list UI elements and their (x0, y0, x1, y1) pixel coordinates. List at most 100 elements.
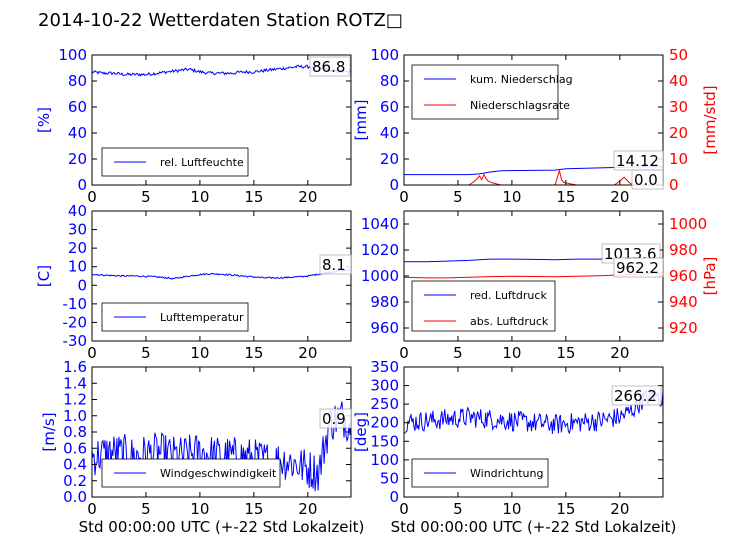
x-tick-label: 0 (399, 344, 409, 362)
y-tick-label: 1.6 (63, 358, 87, 376)
chart-panel-5: 0 5 10 15 20 0.00.20.40.60.81.01.21.41.6 [m/s]… (40, 358, 364, 536)
x-tick-label: 20 (610, 188, 629, 206)
y2-tick-label: 20 (669, 124, 688, 142)
y-tick-label: 80 (380, 72, 399, 90)
x-tick-label: 15 (244, 188, 263, 206)
y-tick-label: 0.8 (63, 423, 87, 441)
y2-tick-label: 10 (669, 150, 688, 168)
series-line-1 (92, 64, 351, 77)
x-tick-label: 5 (141, 188, 151, 206)
x-tick-label: 0 (87, 344, 97, 362)
y-tick-label: 0 (77, 276, 87, 294)
x-tick-label: 20 (298, 344, 317, 362)
plot-frame (91, 54, 352, 186)
x-tick-label: 10 (502, 344, 521, 362)
legend-entry: red. Luftdruck (470, 289, 547, 302)
series-line-1 (92, 269, 351, 280)
y-tick-label: 150 (370, 432, 399, 450)
x-tick-label: 0 (399, 188, 409, 206)
y2-axis-label: [hPa] (701, 257, 719, 296)
y-tick-label: -10 (63, 295, 88, 313)
x-tick-label: 10 (502, 188, 521, 206)
x-axis-label: Std 00:00:00 UTC (+-22 Std Lokalzeit) (79, 518, 365, 536)
y-tick-label: 100 (370, 451, 399, 469)
y-tick-label: 0.6 (63, 439, 87, 457)
legend-entry: Niederschlagsrate (470, 99, 570, 112)
x-tick-label: 10 (190, 500, 209, 518)
chart-panel-1: 0 5 10 15 20 0 20 40 60 80 100 [%] rel. Luftfeuchte 8… (35, 46, 352, 206)
x-tick-label: 5 (453, 188, 463, 206)
current-value-label: 86.8 (312, 58, 345, 76)
legend-box (411, 64, 559, 120)
x-tick-label: 15 (244, 344, 263, 362)
y-tick-label: 60 (68, 98, 87, 116)
y2-axis-label: [mm/std] (701, 85, 719, 154)
legend-entry: kum. Niederschlag (470, 73, 573, 86)
y-tick-label: 50 (380, 469, 399, 487)
y-tick-label: 80 (68, 72, 87, 90)
legend-entry: Windgeschwindigkeit (160, 467, 277, 480)
plot-frame (403, 366, 664, 498)
x-tick-label: 0 (87, 188, 97, 206)
y-axis-label: [mm] (352, 100, 370, 141)
y-tick-label: 1.4 (63, 374, 87, 392)
y-axis-label: [m/s] (40, 412, 58, 451)
y-tick-label: 1040 (361, 215, 399, 233)
y-tick-label: 0.4 (63, 456, 87, 474)
legend-entry: abs. Luftdruck (470, 315, 549, 328)
x-tick-label: 20 (610, 500, 629, 518)
x-axis-label: Std 00:00:00 UTC (+-22 Std Lokalzeit) (391, 518, 677, 536)
y-tick-label: 200 (370, 414, 399, 432)
chart-panel-2: 0 5 10 15 20 0 20 40 60 80 100 0 10 20 30 40 50 [mm] [mm/s… (352, 46, 719, 206)
y-tick-label: 40 (68, 124, 87, 142)
x-tick-label: 15 (556, 188, 575, 206)
y-tick-label: 20 (68, 239, 87, 257)
y-tick-label: 0.0 (63, 488, 87, 506)
x-tick-label: 10 (190, 188, 209, 206)
x-tick-label: 5 (141, 344, 151, 362)
y-tick-label: -30 (63, 332, 88, 350)
value-label-box (319, 254, 352, 275)
y2-tick-label: 30 (669, 98, 688, 116)
value-label-box (309, 56, 351, 77)
current-value-label: 8.1 (322, 256, 346, 274)
figure-title: 2014-10-22 Wetterdaten Station ROTZ□ (38, 10, 403, 31)
y-tick-label: 1000 (361, 267, 399, 285)
y2-tick-label: 40 (669, 72, 688, 90)
legend-entry: Windrichtung (470, 467, 543, 480)
y-tick-label: 40 (380, 124, 399, 142)
y-tick-label: 30 (68, 221, 87, 239)
y-tick-label: 1.2 (63, 391, 87, 409)
y2-tick-label: 920 (669, 319, 698, 337)
y-tick-label: 0 (389, 176, 399, 194)
legend-box (411, 280, 556, 332)
x-tick-label: 20 (298, 188, 317, 206)
y-tick-label: 1.0 (63, 407, 87, 425)
legend: Windrichtung (411, 458, 549, 488)
series-line-2 (404, 168, 663, 185)
x-tick-label: 5 (453, 344, 463, 362)
x-tick-label: 5 (453, 500, 463, 518)
y-tick-label: 1020 (361, 241, 399, 259)
x-tick-label: 15 (244, 500, 263, 518)
y-tick-label: 20 (380, 150, 399, 168)
y-tick-label: 10 (68, 258, 87, 276)
y2-tick-label: 1000 (669, 215, 707, 233)
y-tick-label: 250 (370, 395, 399, 413)
legend-entry: rel. Luftfeuchte (160, 156, 244, 169)
y2-tick-label: 940 (669, 293, 698, 311)
x-tick-label: 20 (610, 344, 629, 362)
y-tick-label: 0 (77, 176, 87, 194)
y-tick-label: 0.2 (63, 472, 87, 490)
legend: Windgeschwindigkeit (101, 458, 281, 488)
legend: Lufttemperatur (101, 302, 249, 332)
plot-frame (91, 210, 352, 342)
current-value-label: 0.0 (634, 171, 658, 189)
x-tick-label: 15 (556, 500, 575, 518)
plot-frame (403, 54, 664, 186)
legend: kum. Niederschlag Niederschlagsrate (411, 64, 573, 120)
current-value-label: 0.9 (322, 410, 346, 428)
y-tick-label: 0 (389, 488, 399, 506)
value-label-box (631, 169, 664, 190)
